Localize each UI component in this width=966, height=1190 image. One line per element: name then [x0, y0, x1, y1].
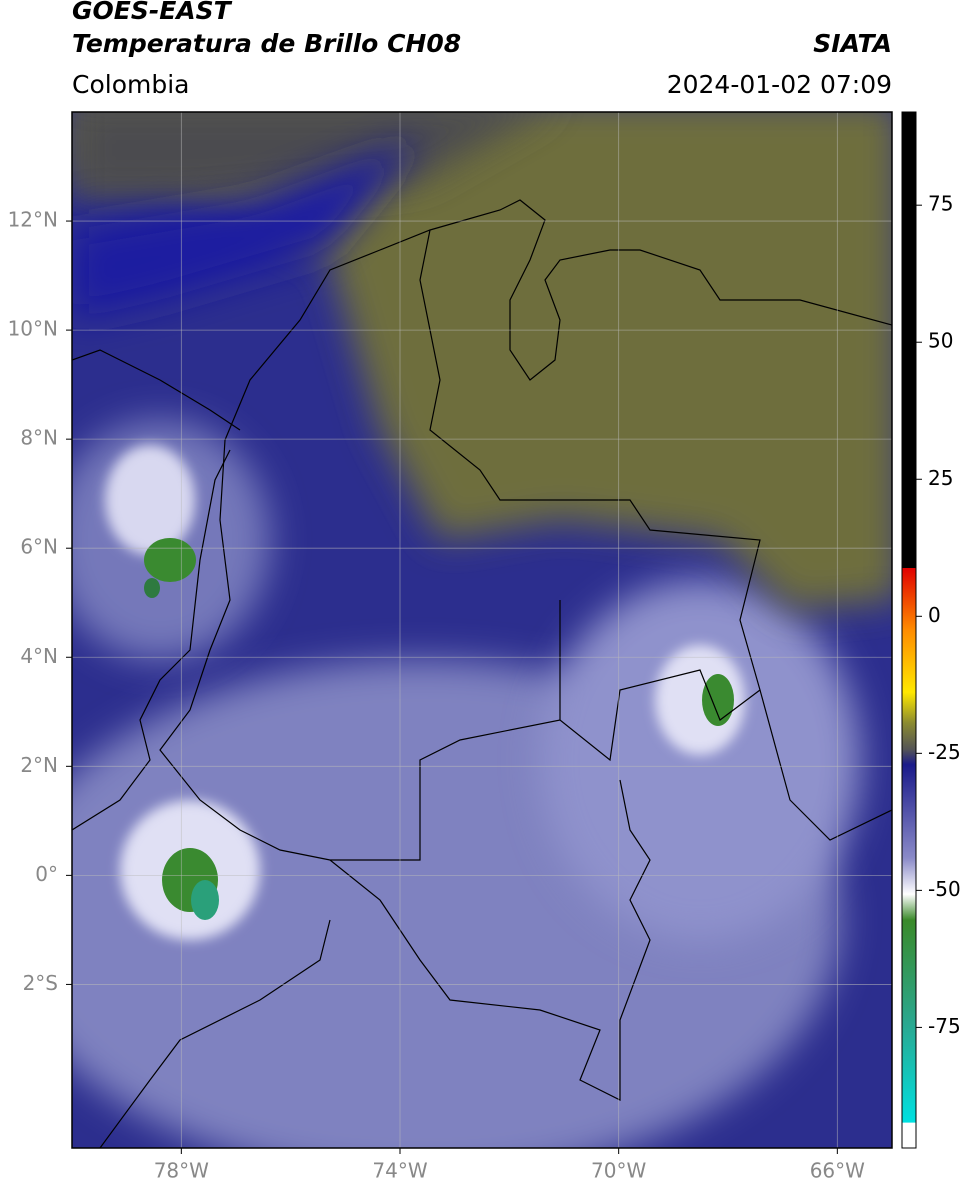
colorbar-tick-label: 25 — [928, 466, 953, 490]
datetime: 2024-01-02 07:09 — [667, 70, 892, 99]
map-frame — [71, 111, 893, 1149]
colorbar-tick-label: 75 — [928, 192, 953, 216]
colorbar-tick-label: -75 — [928, 1014, 961, 1038]
lat-tick-label: 2°N — [20, 753, 58, 777]
lat-tick-label: 8°N — [20, 426, 58, 450]
lon-tick-label: 78°W — [154, 1159, 209, 1183]
colorbar — [901, 111, 917, 1149]
subtitle: Temperatura de Brillo CH08 — [72, 29, 461, 58]
region: Colombia — [72, 70, 189, 99]
country-border — [159, 229, 761, 861]
country-border — [99, 689, 892, 1148]
colorbar-tick-label: -50 — [928, 877, 961, 901]
colorbar-tick-label: 50 — [928, 329, 953, 353]
colorbar-tick-label: -25 — [928, 740, 961, 764]
lat-tick-label: 12°N — [8, 208, 58, 232]
lon-tick-label: 70°W — [591, 1159, 646, 1183]
colorbar-tick-label: 0 — [928, 603, 941, 627]
title: GOES-EAST — [72, 0, 233, 25]
source: SIATA — [813, 29, 892, 58]
lat-tick-label: 10°N — [8, 317, 58, 341]
coastline — [224, 199, 892, 441]
satellite-image — [72, 112, 892, 1148]
lat-tick-label: 2°S — [23, 971, 58, 995]
lat-tick-label: 0° — [35, 862, 58, 886]
coastline — [72, 349, 241, 831]
graticule — [72, 112, 892, 1148]
lat-tick-label: 6°N — [20, 535, 58, 559]
country-border — [329, 600, 651, 1101]
lon-tick-label: 66°W — [810, 1159, 865, 1183]
lon-tick-label: 74°W — [372, 1159, 427, 1183]
lat-tick-label: 4°N — [20, 644, 58, 668]
